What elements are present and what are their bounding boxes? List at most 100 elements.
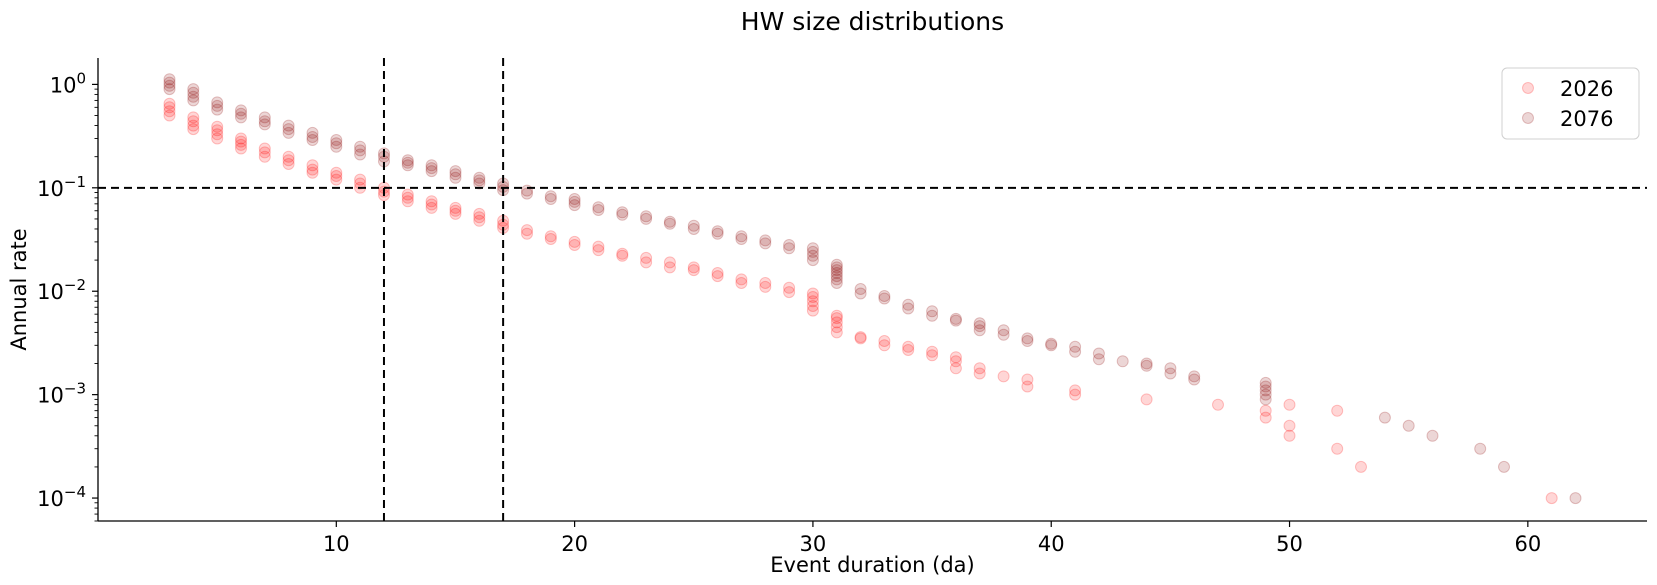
- point-series-2026: [806, 291, 819, 303]
- point-series-2076: [1402, 419, 1415, 432]
- legend: 2026 2076: [1501, 67, 1640, 140]
- point-series-2076: [568, 193, 581, 205]
- point-series-2076: [1021, 332, 1034, 345]
- point-series-2026: [1283, 398, 1296, 411]
- point-series-2076: [1164, 362, 1177, 375]
- point-series-2026: [592, 244, 605, 257]
- point-series-2076: [759, 237, 772, 250]
- point-series-2026: [973, 367, 986, 380]
- point-series-2076: [973, 317, 986, 330]
- point-series-2076: [1474, 442, 1487, 455]
- point-series-2076: [1188, 370, 1201, 383]
- point-series-2026: [544, 233, 557, 245]
- point-series-2026: [401, 188, 414, 201]
- scatter-points: [163, 73, 1582, 505]
- y-tick-label: 10−2: [37, 276, 86, 304]
- point-series-2026: [783, 281, 796, 294]
- point-series-2026: [1259, 411, 1272, 424]
- point-series-2076: [473, 171, 486, 184]
- y-axis-label: Annual rate: [7, 228, 31, 350]
- point-series-2026: [1331, 442, 1344, 455]
- point-series-2076: [163, 76, 176, 89]
- point-series-2076: [783, 239, 796, 251]
- point-series-2076: [544, 193, 557, 205]
- point-series-2076: [806, 242, 819, 255]
- point-series-2026: [735, 277, 748, 289]
- point-series-2076: [211, 103, 224, 116]
- point-series-2076: [425, 159, 438, 172]
- point-series-2026: [902, 340, 915, 353]
- point-series-2026: [163, 97, 176, 110]
- point-series-2026: [401, 191, 414, 204]
- point-series-2026: [663, 256, 676, 269]
- point-series-2076: [735, 233, 748, 245]
- point-series-2076: [735, 230, 748, 243]
- point-series-2076: [926, 309, 939, 322]
- point-series-2026: [235, 138, 247, 151]
- point-series-2026: [306, 166, 319, 179]
- point-series-2076: [687, 223, 700, 235]
- point-series-2026: [806, 300, 819, 312]
- point-series-2076: [783, 242, 796, 255]
- point-series-2026: [211, 128, 224, 141]
- point-series-2076: [997, 328, 1010, 341]
- legend-frame: [1501, 67, 1640, 140]
- point-series-2076: [1259, 388, 1272, 401]
- point-series-2026: [854, 332, 867, 345]
- point-series-2026: [759, 277, 772, 289]
- point-series-2026: [830, 312, 843, 325]
- point-series-2026: [544, 230, 557, 243]
- point-series-2026: [926, 349, 939, 362]
- point-series-2076: [235, 104, 247, 117]
- point-series-2026: [806, 295, 819, 308]
- point-series-2026: [354, 173, 367, 186]
- point-series-2076: [282, 126, 295, 139]
- point-series-2076: [425, 165, 438, 178]
- point-series-2026: [521, 224, 533, 237]
- point-series-2076: [949, 312, 962, 325]
- point-series-2076: [830, 270, 843, 283]
- point-series-2026: [973, 362, 986, 375]
- point-series-2076: [449, 165, 462, 178]
- point-series-2026: [640, 256, 653, 269]
- point-series-2026: [258, 146, 271, 159]
- point-series-2026: [258, 150, 271, 163]
- point-series-2076: [235, 107, 247, 120]
- point-series-2076: [1045, 339, 1058, 352]
- point-series-2076: [401, 154, 414, 167]
- point-series-2076: [425, 162, 438, 175]
- point-series-2076: [521, 184, 533, 197]
- point-series-2076: [878, 292, 891, 305]
- point-series-2026: [902, 344, 915, 356]
- point-series-2026: [1021, 380, 1034, 393]
- point-series-2026: [354, 177, 367, 190]
- point-series-2076: [1378, 411, 1391, 424]
- point-series-2026: [1069, 384, 1082, 397]
- point-series-2076: [544, 190, 557, 203]
- y-tick-label: 100: [50, 69, 86, 97]
- point-series-2076: [711, 227, 724, 240]
- point-series-2076: [616, 208, 629, 221]
- point-series-2026: [1283, 429, 1296, 442]
- point-series-2076: [568, 195, 581, 208]
- x-tick-label: 50: [1276, 532, 1303, 556]
- point-series-2026: [1355, 460, 1367, 473]
- point-series-2026: [1212, 398, 1224, 411]
- point-series-2076: [1164, 367, 1177, 380]
- point-series-2026: [830, 309, 843, 322]
- point-series-2026: [783, 286, 796, 299]
- point-series-2076: [1498, 460, 1510, 473]
- point-series-2076: [187, 94, 200, 107]
- point-series-2076: [854, 287, 867, 300]
- point-series-2026: [306, 163, 319, 176]
- point-series-2076: [663, 215, 676, 228]
- point-series-2026: [663, 261, 676, 274]
- point-series-2026: [926, 345, 939, 358]
- point-series-2026: [425, 201, 438, 214]
- point-series-2076: [973, 320, 986, 333]
- chart-title: HW size distributions: [741, 7, 1004, 36]
- point-series-2026: [235, 142, 247, 155]
- point-series-2026: [473, 207, 486, 220]
- point-series-2076: [830, 258, 843, 271]
- point-series-2026: [1545, 492, 1558, 505]
